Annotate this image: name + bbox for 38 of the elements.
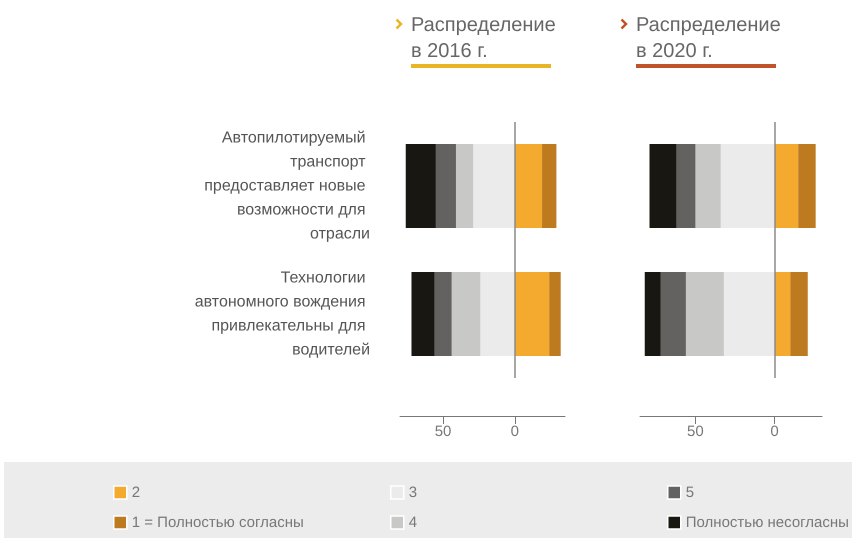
bar [790,272,808,356]
bar [542,144,556,228]
bar [686,272,724,356]
bar [644,272,661,356]
legend-label: 5 [686,484,694,501]
legend-label: 2 [132,484,140,501]
chart-title: Распределение в 2020 г. [636,13,781,64]
chart-title: Распределение в 2016 г. [411,13,556,64]
bar [452,272,480,356]
bar [406,144,436,228]
legend-label: 4 [408,514,418,531]
legend-label: 3 [408,484,418,501]
bar [724,272,775,356]
bar [798,144,816,228]
x-tick-label: 0 [510,423,519,440]
bar [649,144,676,228]
bar [774,144,798,228]
bar [514,272,550,356]
bar [549,272,561,356]
bar [695,144,721,228]
bar [473,144,515,228]
legend-label: Полностью несогласны [686,514,849,531]
x-tick-label: 50 [434,423,452,440]
bar [480,272,515,356]
bar [434,272,452,356]
bar [436,144,456,228]
y-tick-label: Автопилотируемый транспорт предоставляет новые возможности для отрасли [204,130,370,242]
x-tick-label: 0 [770,423,779,440]
y-tick-label: Технологии автономного вождения привлекательны для водителей [194,270,370,358]
bar [774,272,790,356]
bar [411,272,434,356]
x-tick-label: 50 [687,423,704,440]
legend-label: 1 = Полностью согласны [132,514,304,531]
bar [456,144,474,228]
bar [660,272,686,356]
bar [676,144,696,228]
bar [514,144,542,228]
bar [720,144,775,228]
